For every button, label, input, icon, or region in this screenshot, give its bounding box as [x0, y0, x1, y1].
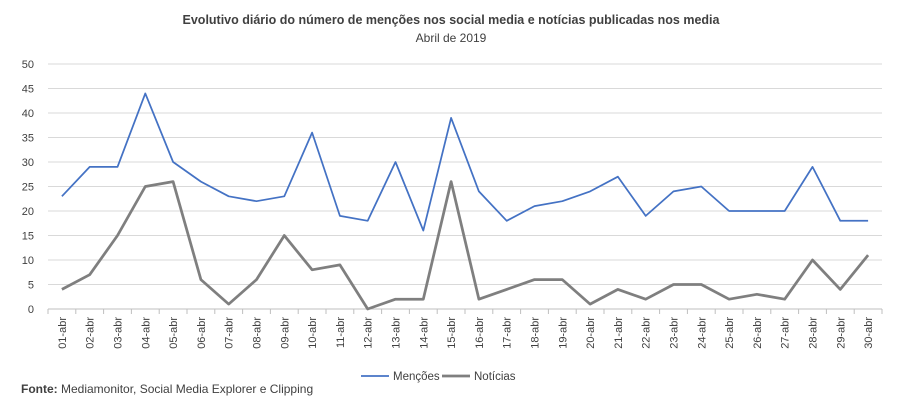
- series-line-noticias: [61, 180, 870, 311]
- x-tick-label: 25-abr: [724, 317, 736, 349]
- x-tick-label: 23-abr: [669, 317, 681, 349]
- source-text: Mediamonitor, Social Media Explorer e Cl…: [61, 382, 314, 396]
- x-tick-label: 17-abr: [502, 317, 514, 349]
- x-tick-label: 04-abr: [140, 317, 152, 349]
- x-tick-label: 30-abr: [863, 317, 875, 349]
- x-tick-label: 22-abr: [641, 317, 653, 349]
- x-tick-label: 10-abr: [307, 317, 319, 349]
- x-tick-label: 20-abr: [585, 317, 597, 349]
- x-tick-label: 19-abr: [557, 317, 569, 349]
- x-axis: 01-abr 02-abr 03-abr 04-abr 05-abr 06-abr 07-a…: [47, 308, 883, 349]
- series-lines: [61, 92, 870, 311]
- chart-subtitle: Abril de 2019: [415, 31, 487, 45]
- legend: Menções Notícias: [361, 371, 516, 383]
- y-tick-label: 45: [22, 84, 34, 96]
- y-axis: 0 5 10 15 20 25 30 35 40 45 50: [22, 59, 34, 316]
- x-tick-label: 08-abr: [252, 317, 264, 349]
- gridlines: [48, 63, 882, 285]
- x-tick-label: 16-abr: [474, 317, 486, 349]
- y-tick-label: 20: [22, 206, 34, 218]
- x-tick-label: 09-abr: [279, 317, 291, 349]
- legend-label: Menções: [393, 371, 440, 383]
- x-tick-label: 02-abr: [85, 317, 97, 349]
- x-tick-label: 11-abr: [335, 317, 347, 348]
- y-tick-label: 10: [22, 255, 34, 267]
- source-label: Fonte:: [21, 382, 58, 396]
- y-tick-label: 50: [22, 59, 34, 71]
- x-tick-label: 24-abr: [696, 317, 708, 349]
- x-tick-label: 12-abr: [363, 317, 375, 349]
- x-tick-label: 28-abr: [808, 317, 820, 349]
- x-tick-label: 07-abr: [224, 317, 236, 349]
- y-tick-label: 5: [28, 280, 34, 292]
- series-line-mencoes: [61, 92, 869, 232]
- y-tick-label: 30: [22, 157, 34, 169]
- y-tick-label: 25: [22, 182, 34, 194]
- x-tick-label: 15-abr: [446, 317, 458, 349]
- x-tick-label: 05-abr: [168, 317, 180, 349]
- x-tick-label: 18-abr: [530, 317, 542, 349]
- source-note: Fonte: Mediamonitor, Social Media Explor…: [21, 382, 313, 396]
- y-tick-label: 40: [22, 108, 34, 120]
- x-tick-label: 26-abr: [752, 317, 764, 349]
- x-tick-label: 14-abr: [418, 317, 430, 349]
- x-tick-label: 29-abr: [835, 317, 847, 349]
- x-tick-label: 13-abr: [391, 317, 403, 349]
- y-tick-label: 0: [28, 304, 34, 316]
- y-tick-label: 15: [22, 231, 34, 243]
- x-tick-label: 27-abr: [780, 317, 792, 349]
- x-tick-label: 06-abr: [196, 317, 208, 349]
- x-tick-label: 03-abr: [113, 317, 125, 349]
- x-tick-label: 21-abr: [613, 317, 625, 349]
- x-tick-label: 01-abr: [57, 317, 69, 349]
- chart-title: Evolutivo diário do número de menções no…: [182, 13, 720, 27]
- legend-label: Notícias: [474, 371, 516, 383]
- y-tick-label: 35: [22, 133, 34, 145]
